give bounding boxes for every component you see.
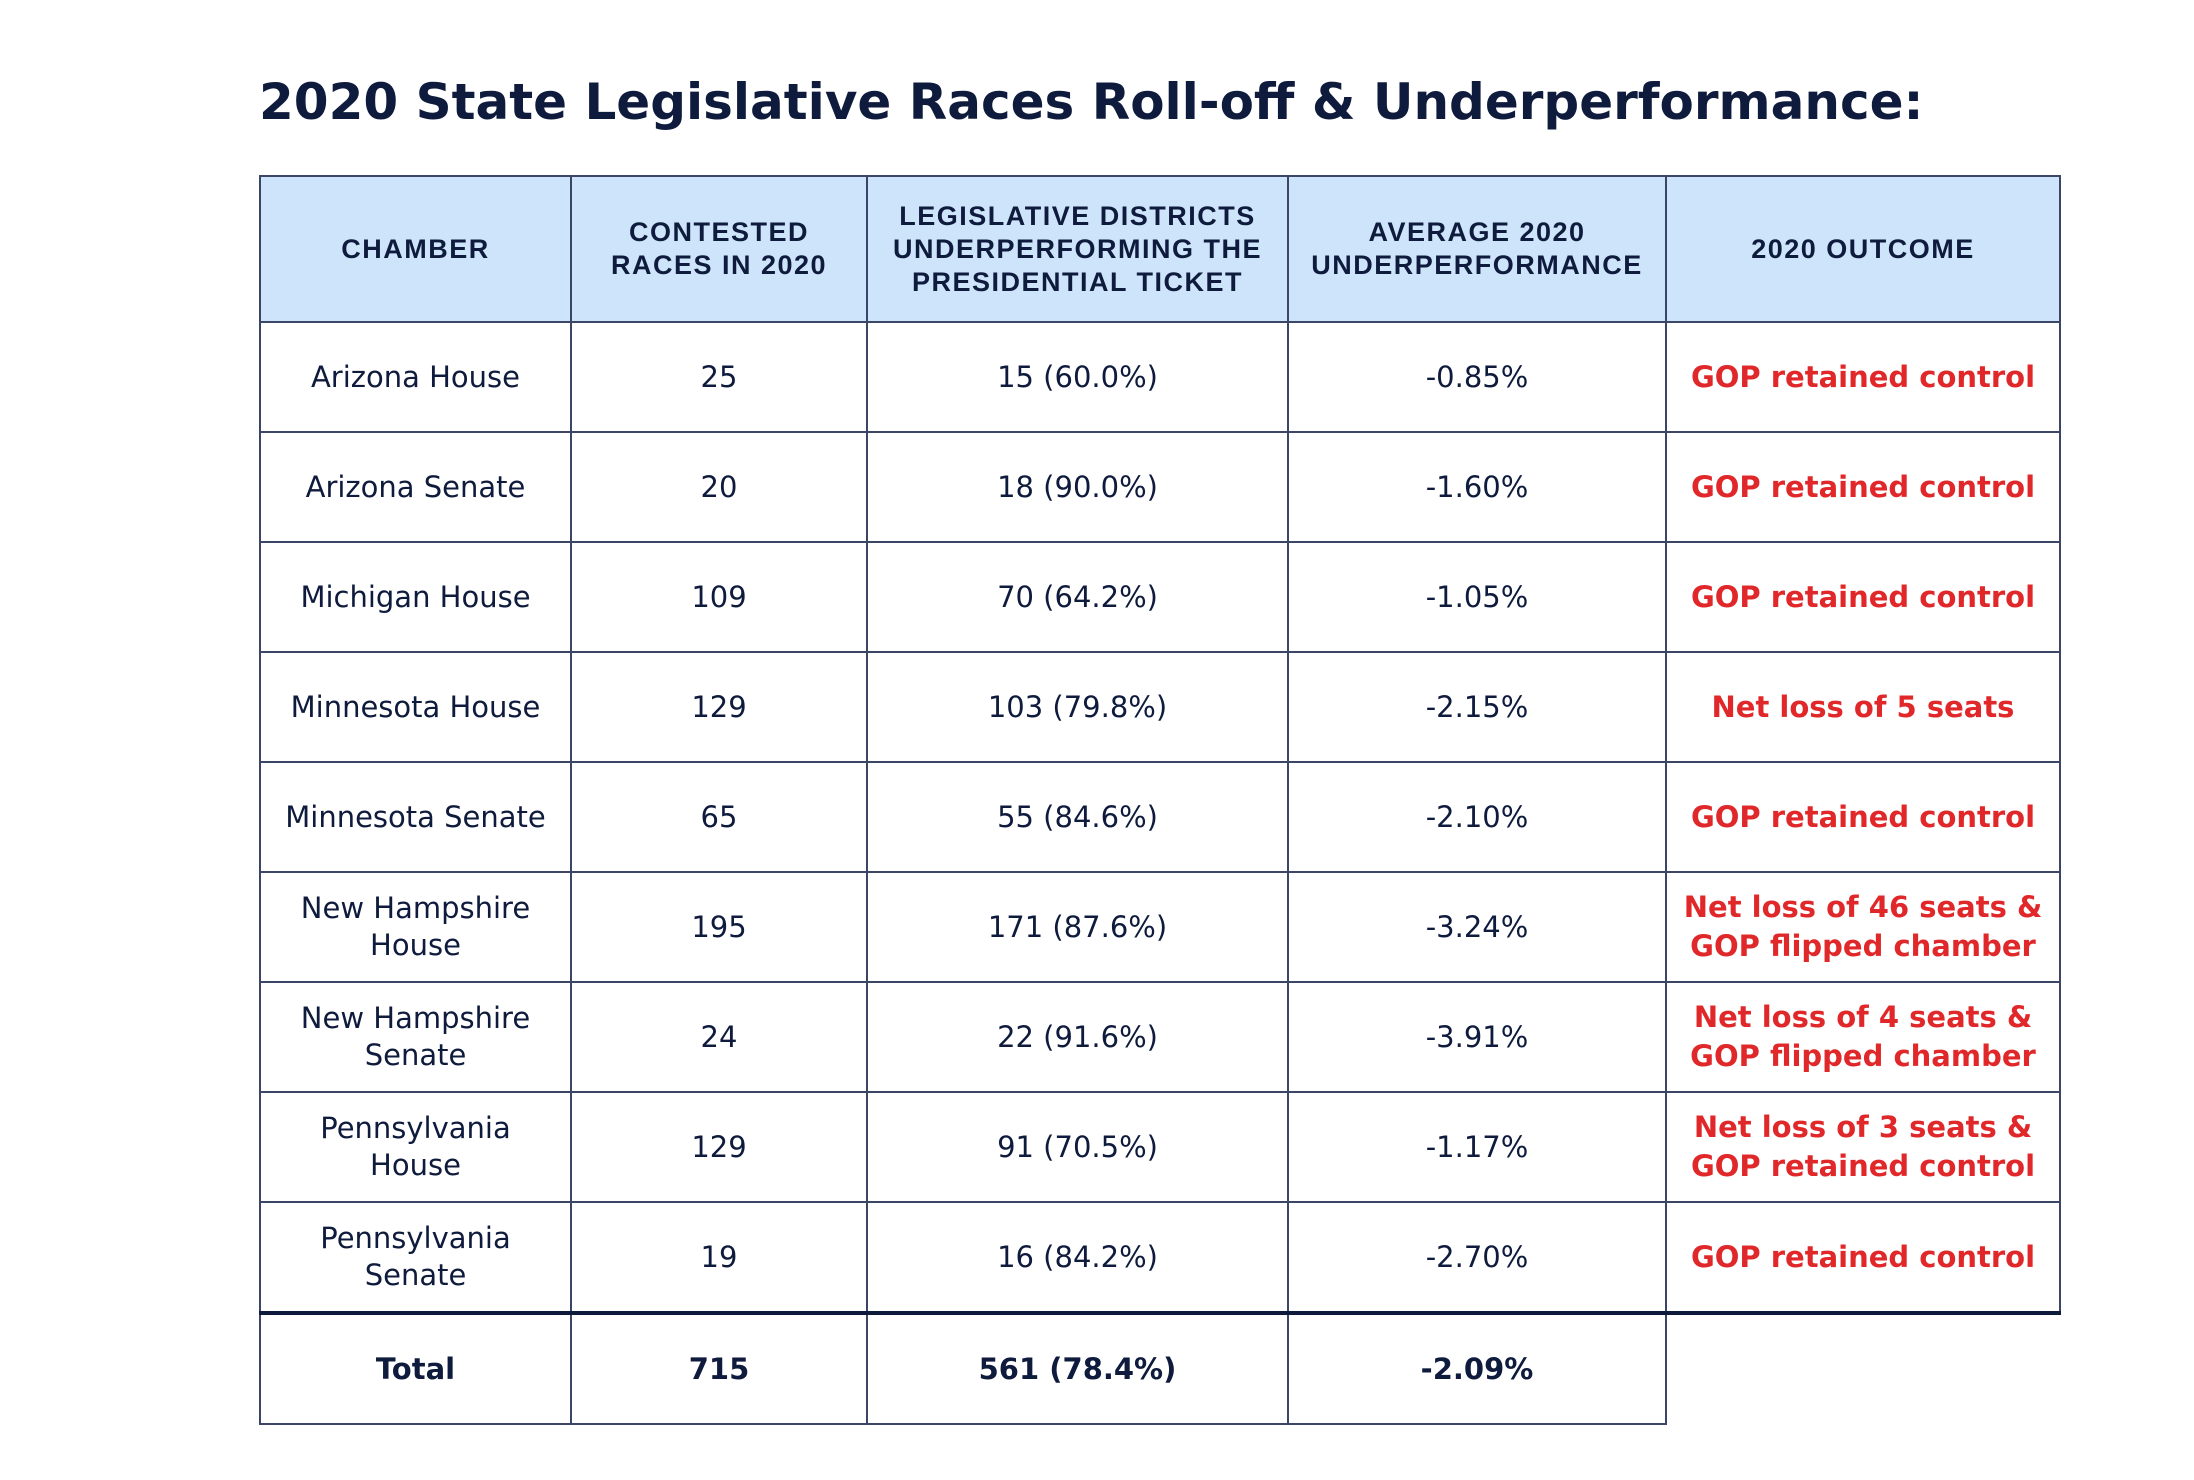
average-underperformance-cell: -2.10% bbox=[1287, 761, 1667, 873]
table-header-row: CHAMBER CONTESTED RACES IN 2020 LEGISLAT… bbox=[259, 175, 2061, 323]
underperforming-districts-cell: 70 (64.2%) bbox=[866, 541, 1289, 653]
chamber-cell: Michigan House bbox=[259, 541, 572, 653]
contested-races-cell: 19 bbox=[570, 1201, 868, 1314]
average-underperformance-cell: -3.91% bbox=[1287, 981, 1667, 1093]
header-contested-races: CONTESTED RACES IN 2020 bbox=[570, 175, 868, 323]
contested-races-cell: 129 bbox=[570, 1091, 868, 1203]
average-underperformance-cell: -3.24% bbox=[1287, 871, 1667, 983]
outcome-cell-line: Net loss of 3 seats & bbox=[1693, 1110, 2033, 1144]
chamber-cell: Minnesota House bbox=[259, 651, 572, 763]
outcome-cell-line: GOP flipped chamber bbox=[1690, 929, 2036, 963]
chamber-cell-line: Pennsylvania bbox=[320, 1111, 511, 1145]
contested-races-cell: 25 bbox=[570, 321, 868, 433]
chamber-cell: Pennsylvania House bbox=[259, 1091, 572, 1203]
chamber-cell-line: New Hampshire bbox=[300, 1001, 531, 1035]
outcome-cell-line: GOP retained control bbox=[1690, 799, 2036, 834]
underperforming-districts-cell: 91 (70.5%) bbox=[866, 1091, 1289, 1203]
outcome-cell-line: GOP retained control bbox=[1690, 469, 2036, 504]
outcome-cell: Net loss of 4 seats & GOP flipped chamber bbox=[1665, 981, 2061, 1093]
chamber-cell: New Hampshire House bbox=[259, 871, 572, 983]
outcome-cell: GOP retained control bbox=[1665, 541, 2061, 653]
table-row: Michigan House 109 70 (64.2%) -1.05% GOP ret… bbox=[259, 541, 2061, 653]
chamber-cell-line: Senate bbox=[364, 1258, 467, 1292]
underperforming-districts-cell: 22 (91.6%) bbox=[866, 981, 1289, 1093]
header-chamber: CHAMBER bbox=[259, 175, 572, 323]
average-underperformance-cell: -2.15% bbox=[1287, 651, 1667, 763]
outcome-cell: GOP retained control bbox=[1665, 431, 2061, 543]
table-row: Arizona Senate 20 18 (90.0%) -1.60% GOP reta… bbox=[259, 431, 2061, 543]
total-average: -2.09% bbox=[1287, 1311, 1667, 1425]
outcome-cell-line: GOP retained control bbox=[1690, 1239, 2036, 1274]
outcome-cell: GOP retained control bbox=[1665, 761, 2061, 873]
chamber-cell-line: Pennsylvania bbox=[320, 1221, 511, 1255]
outcome-cell-line: Net loss of 46 seats & bbox=[1683, 890, 2043, 924]
chamber-cell-line: House bbox=[370, 1148, 461, 1182]
underperforming-districts-cell: 103 (79.8%) bbox=[866, 651, 1289, 763]
outcome-cell: Net loss of 3 seats & GOP retained contro… bbox=[1665, 1091, 2061, 1203]
chamber-cell-line: Minnesota Senate bbox=[285, 799, 546, 834]
chamber-cell-line: Arizona House bbox=[310, 359, 521, 394]
outcome-cell-line: GOP retained control bbox=[1690, 579, 2036, 614]
average-underperformance-cell: -0.85% bbox=[1287, 321, 1667, 433]
total-districts: 561 (78.4%) bbox=[866, 1311, 1289, 1425]
contested-races-cell: 20 bbox=[570, 431, 868, 543]
page-title: 2020 State Legislative Races Roll-off & … bbox=[259, 73, 1924, 131]
chamber-cell-line: New Hampshire bbox=[300, 891, 531, 925]
contested-races-cell: 195 bbox=[570, 871, 868, 983]
contested-races-cell: 24 bbox=[570, 981, 868, 1093]
table-body: Arizona House 25 15 (60.0%) -0.85% GOP retai… bbox=[259, 321, 2061, 1425]
table-row: Minnesota Senate 65 55 (84.6%) -2.10% GOP re… bbox=[259, 761, 2061, 873]
chamber-cell-line: Senate bbox=[364, 1038, 467, 1072]
total-row: Total 715 561 (78.4%) -2.09% bbox=[259, 1311, 2060, 1425]
underperforming-districts-cell: 18 (90.0%) bbox=[866, 431, 1289, 543]
average-underperformance-cell: -1.17% bbox=[1287, 1091, 1667, 1203]
table-row: Arizona House 25 15 (60.0%) -0.85% GOP retai… bbox=[259, 321, 2061, 433]
chamber-cell-line: Arizona Senate bbox=[305, 469, 526, 504]
outcome-cell-line: GOP retained control bbox=[1690, 1149, 2036, 1183]
chamber-cell: Minnesota Senate bbox=[259, 761, 572, 873]
header-average-underperformance: AVERAGE 2020 UNDERPERFORMANCE bbox=[1287, 175, 1667, 323]
table-row: New Hampshire House 195 171 (87.6%) -3.24% Ne… bbox=[259, 871, 2061, 983]
outcome-cell: GOP retained control bbox=[1665, 321, 2061, 433]
contested-races-cell: 65 bbox=[570, 761, 868, 873]
table-row: New Hampshire Senate 24 22 (91.6%) -3.91% Net… bbox=[259, 981, 2061, 1093]
underperforming-districts-cell: 15 (60.0%) bbox=[866, 321, 1289, 433]
outcome-cell-line: Net loss of 5 seats bbox=[1711, 689, 2015, 724]
total-label: Total bbox=[259, 1311, 572, 1425]
underperforming-districts-cell: 171 (87.6%) bbox=[866, 871, 1289, 983]
header-underperforming-districts: LEGISLATIVE DISTRICTS UNDERPERFORMING TH… bbox=[866, 175, 1289, 323]
contested-races-cell: 109 bbox=[570, 541, 868, 653]
outcome-cell: Net loss of 46 seats & GOP flipped chambe… bbox=[1665, 871, 2061, 983]
chamber-cell-line: House bbox=[370, 928, 461, 962]
contested-races-cell: 129 bbox=[570, 651, 868, 763]
table-row: Pennsylvania House 129 91 (70.5%) -1.17% Net … bbox=[259, 1091, 2061, 1203]
table-row: Pennsylvania Senate 19 16 (84.2%) -2.70% GOP … bbox=[259, 1201, 2061, 1314]
average-underperformance-cell: -1.60% bbox=[1287, 431, 1667, 543]
underperforming-districts-cell: 16 (84.2%) bbox=[866, 1201, 1289, 1314]
average-underperformance-cell: -1.05% bbox=[1287, 541, 1667, 653]
chamber-cell: Arizona Senate bbox=[259, 431, 572, 543]
average-underperformance-cell: -2.70% bbox=[1287, 1201, 1667, 1314]
chamber-cell: New Hampshire Senate bbox=[259, 981, 572, 1093]
total-contested: 715 bbox=[570, 1311, 868, 1425]
outcome-cell: Net loss of 5 seats bbox=[1665, 651, 2061, 763]
chamber-cell: Arizona House bbox=[259, 321, 572, 433]
results-table: CHAMBER CONTESTED RACES IN 2020 LEGISLAT… bbox=[259, 175, 2061, 1425]
outcome-cell-line: GOP retained control bbox=[1690, 359, 2036, 394]
outcome-cell: GOP retained control bbox=[1665, 1201, 2061, 1314]
outcome-cell-line: GOP flipped chamber bbox=[1690, 1039, 2036, 1073]
underperforming-districts-cell: 55 (84.6%) bbox=[866, 761, 1289, 873]
total-outcome-empty bbox=[1665, 1311, 2060, 1424]
chamber-cell: Pennsylvania Senate bbox=[259, 1201, 572, 1314]
chamber-cell-line: Michigan House bbox=[300, 579, 531, 614]
chamber-cell-line: Minnesota House bbox=[290, 689, 541, 724]
header-outcome: 2020 OUTCOME bbox=[1665, 175, 2061, 323]
outcome-cell-line: Net loss of 4 seats & bbox=[1693, 1000, 2033, 1034]
table-row: Minnesota House 129 103 (79.8%) -2.15% Net l… bbox=[259, 651, 2061, 763]
